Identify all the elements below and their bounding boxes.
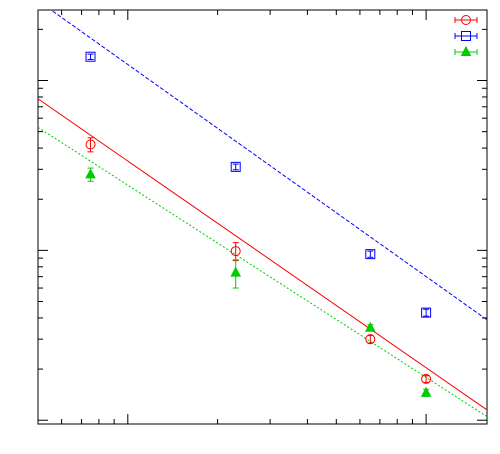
triangle-marker bbox=[364, 321, 376, 332]
triangle-marker bbox=[230, 266, 242, 277]
plot-frame bbox=[37, 9, 488, 425]
square-marker bbox=[85, 51, 96, 62]
circle-marker bbox=[85, 139, 96, 150]
square-marker bbox=[461, 31, 471, 41]
fit-lines bbox=[38, 10, 487, 418]
data-points bbox=[85, 51, 432, 397]
square-marker bbox=[365, 249, 376, 260]
circle-marker bbox=[461, 15, 471, 25]
fit-line bbox=[38, 126, 487, 418]
circle-marker bbox=[421, 373, 432, 384]
square-marker bbox=[230, 161, 241, 172]
fit-line bbox=[38, 98, 487, 411]
circle-marker bbox=[365, 334, 376, 345]
circle-marker bbox=[230, 246, 241, 257]
triangle-marker bbox=[85, 168, 96, 179]
legend bbox=[454, 15, 478, 56]
square-marker bbox=[421, 307, 432, 318]
fit-line bbox=[50, 10, 487, 321]
triangle-marker bbox=[420, 386, 432, 397]
triangle-marker bbox=[460, 45, 472, 56]
axis-ticks bbox=[37, 10, 487, 424]
